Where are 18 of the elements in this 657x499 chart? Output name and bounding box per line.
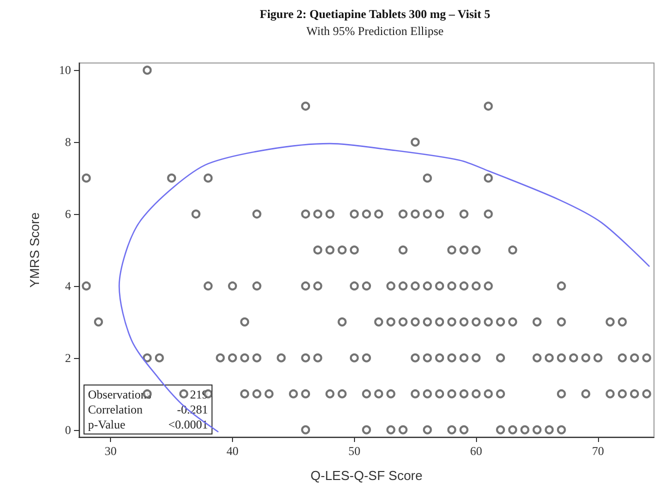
x-tick-label: 60 [470,444,482,458]
y-tick-label: 4 [65,278,71,293]
chart-title: Figure 2: Quetiapine Tablets 300 mg – Visit 5 [260,7,490,21]
annotation: p-Value [88,418,126,432]
x-axis-title: Q-LES-Q-SF Score [310,468,422,483]
y-tick-label: 2 [65,350,71,365]
x-tick-label: 40 [226,444,238,458]
y-axis-title: YMRS Score [27,212,42,288]
y-tick-label: 0 [65,422,71,437]
y-tick-label: 10 [59,63,71,78]
chart-subtitle: With 95% Prediction Ellipse [306,24,444,38]
annotation: Correlation [88,402,143,416]
x-tick-label: 50 [348,444,360,458]
y-tick-label: 8 [65,135,71,150]
x-tick-label: 30 [104,444,117,458]
annotation: <0.0001 [168,418,208,432]
x-tick-label: 70 [592,444,604,458]
y-tick-label: 6 [65,207,71,222]
